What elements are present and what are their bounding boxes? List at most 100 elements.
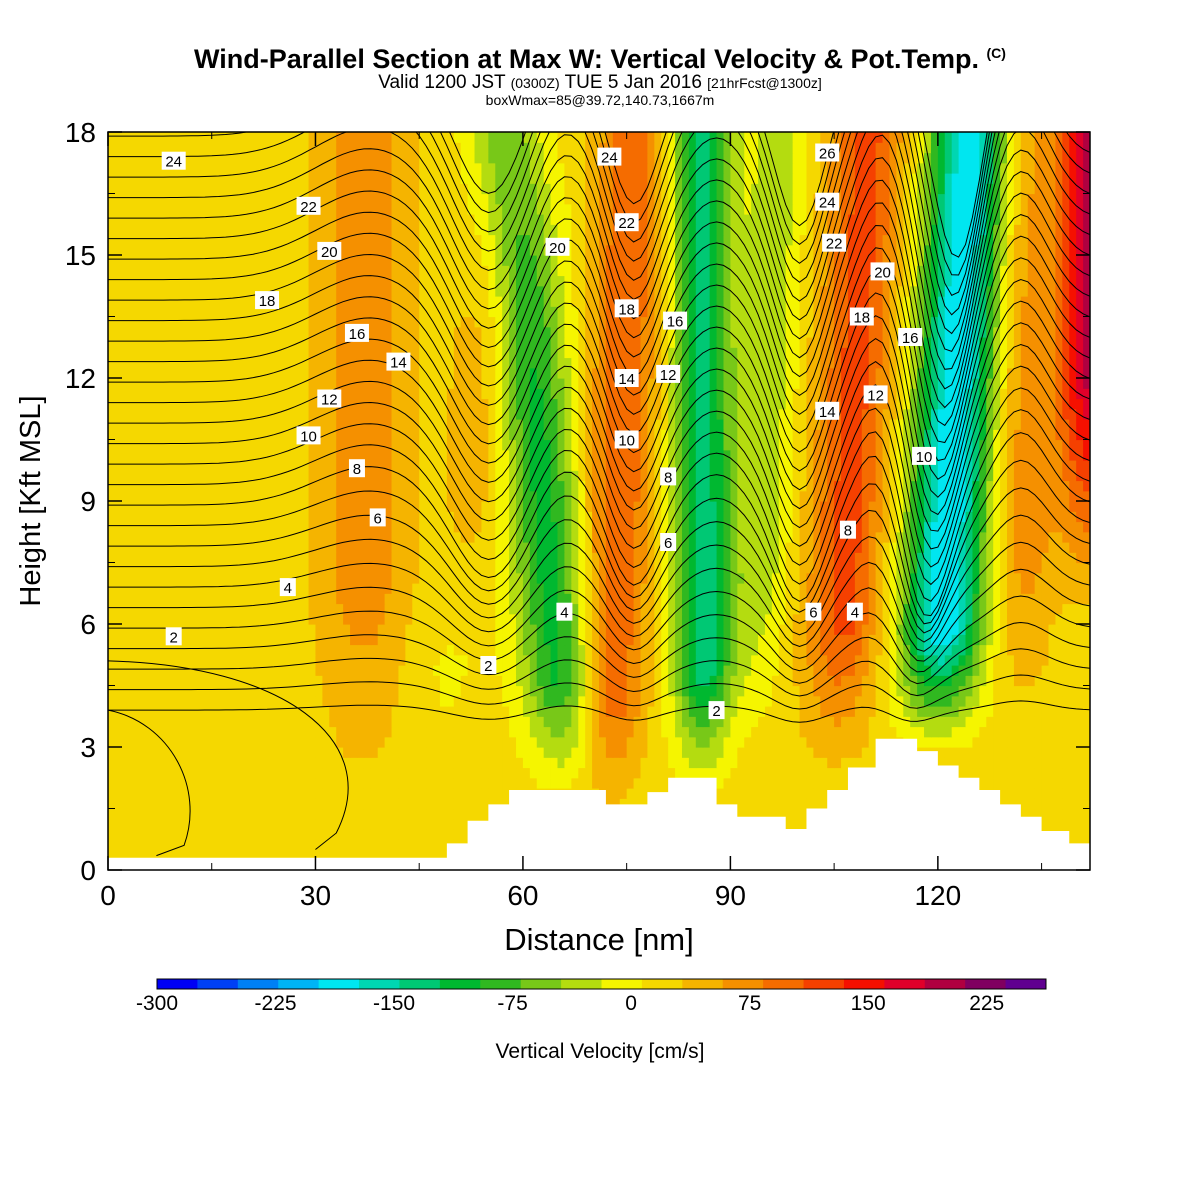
field-cell: [474, 511, 483, 523]
field-cell: [792, 818, 801, 830]
field-cell: [267, 613, 275, 625]
field-cell: [592, 511, 600, 523]
field-cell: [232, 603, 240, 615]
field-cell: [1055, 818, 1063, 830]
field-cell: [972, 593, 980, 605]
field-cell: [280, 767, 289, 779]
field-cell: [564, 665, 572, 676]
field-cell: [716, 777, 725, 789]
field-cell: [439, 675, 448, 687]
field-cell: [771, 757, 780, 769]
field-cell: [640, 634, 649, 646]
field-cell: [668, 644, 676, 656]
field-cell: [350, 634, 358, 646]
field-cell: [633, 788, 642, 799]
field-cell: [550, 716, 559, 728]
field-cell: [799, 757, 808, 769]
field-cell: [273, 716, 282, 728]
field-cell: [709, 624, 718, 635]
field-cell: [751, 788, 759, 799]
field-cell: [854, 706, 863, 717]
field-cell: [218, 654, 227, 666]
field-cell: [827, 767, 835, 779]
field-cell: [135, 562, 144, 574]
field-cell: [412, 511, 420, 523]
field-cell: [958, 716, 967, 728]
field-cell: [813, 521, 821, 533]
field-cell: [1027, 572, 1036, 584]
field-cell: [170, 572, 178, 584]
field-cell: [681, 654, 690, 666]
field-cell: [529, 562, 538, 574]
field-cell: [605, 531, 614, 543]
field-cell: [184, 818, 192, 830]
field-cell: [211, 501, 220, 512]
field-cell: [1076, 644, 1084, 656]
field-cell: [239, 593, 247, 605]
field-cell: [405, 583, 413, 594]
field-cell: [121, 839, 130, 851]
field-cell: [1083, 767, 1090, 779]
field-cell: [599, 757, 607, 769]
field-cell: [799, 736, 808, 748]
field-cell: [841, 736, 849, 748]
field-cell: [661, 603, 669, 615]
field-cell: [142, 634, 151, 646]
field-cell: [1007, 511, 1015, 523]
field-cell: [246, 798, 254, 810]
field-cell: [986, 747, 994, 758]
field-cell: [315, 849, 323, 861]
field-cell: [785, 603, 794, 615]
field-cell: [315, 798, 323, 810]
field-cell: [467, 767, 476, 779]
field-cell: [370, 634, 379, 646]
field-cell: [1076, 593, 1084, 605]
field-cell: [640, 767, 649, 779]
field-cell: [605, 634, 614, 646]
field-cell: [1069, 654, 1077, 666]
field-cell: [502, 624, 510, 635]
field-cell: [190, 849, 199, 861]
field-cell: [287, 706, 296, 717]
field-cell: [578, 675, 586, 687]
field-cell: [149, 777, 158, 789]
field-cell: [536, 511, 545, 523]
field-cell: [1069, 818, 1077, 830]
field-cell: [1048, 521, 1057, 533]
field-cell: [612, 624, 621, 635]
field-cell: [370, 706, 379, 717]
field-cell: [764, 777, 773, 789]
field-cell: [460, 654, 469, 666]
field-cell: [301, 675, 310, 687]
field-cell: [253, 777, 261, 789]
field-cell: [1083, 603, 1090, 615]
field-cell: [135, 603, 144, 615]
field-cell: [827, 716, 835, 728]
field-cell: [930, 624, 939, 635]
field-cell: [951, 552, 960, 564]
field-cell: [702, 736, 711, 748]
field-cell: [218, 849, 227, 861]
field-cell: [377, 665, 386, 676]
field-cell: [232, 542, 240, 553]
field-cell: [1027, 624, 1036, 635]
field-cell: [204, 767, 213, 779]
field-cell: [612, 665, 621, 676]
field-cell: [412, 593, 420, 605]
field-cell: [405, 798, 413, 810]
field-cell: [585, 593, 593, 605]
field-cell: [841, 706, 849, 717]
field-cell: [260, 767, 268, 779]
field-cell: [827, 706, 835, 717]
field-cell: [128, 501, 137, 512]
field-cell: [972, 685, 980, 697]
field-cell: [267, 654, 275, 666]
field-cell: [280, 818, 289, 830]
field-cell: [467, 511, 476, 523]
field-cell: [695, 665, 704, 676]
field-cell: [294, 654, 303, 666]
field-cell: [785, 777, 794, 789]
field-cell: [426, 695, 434, 707]
field-cell: [695, 603, 704, 615]
field-cell: [723, 511, 731, 523]
